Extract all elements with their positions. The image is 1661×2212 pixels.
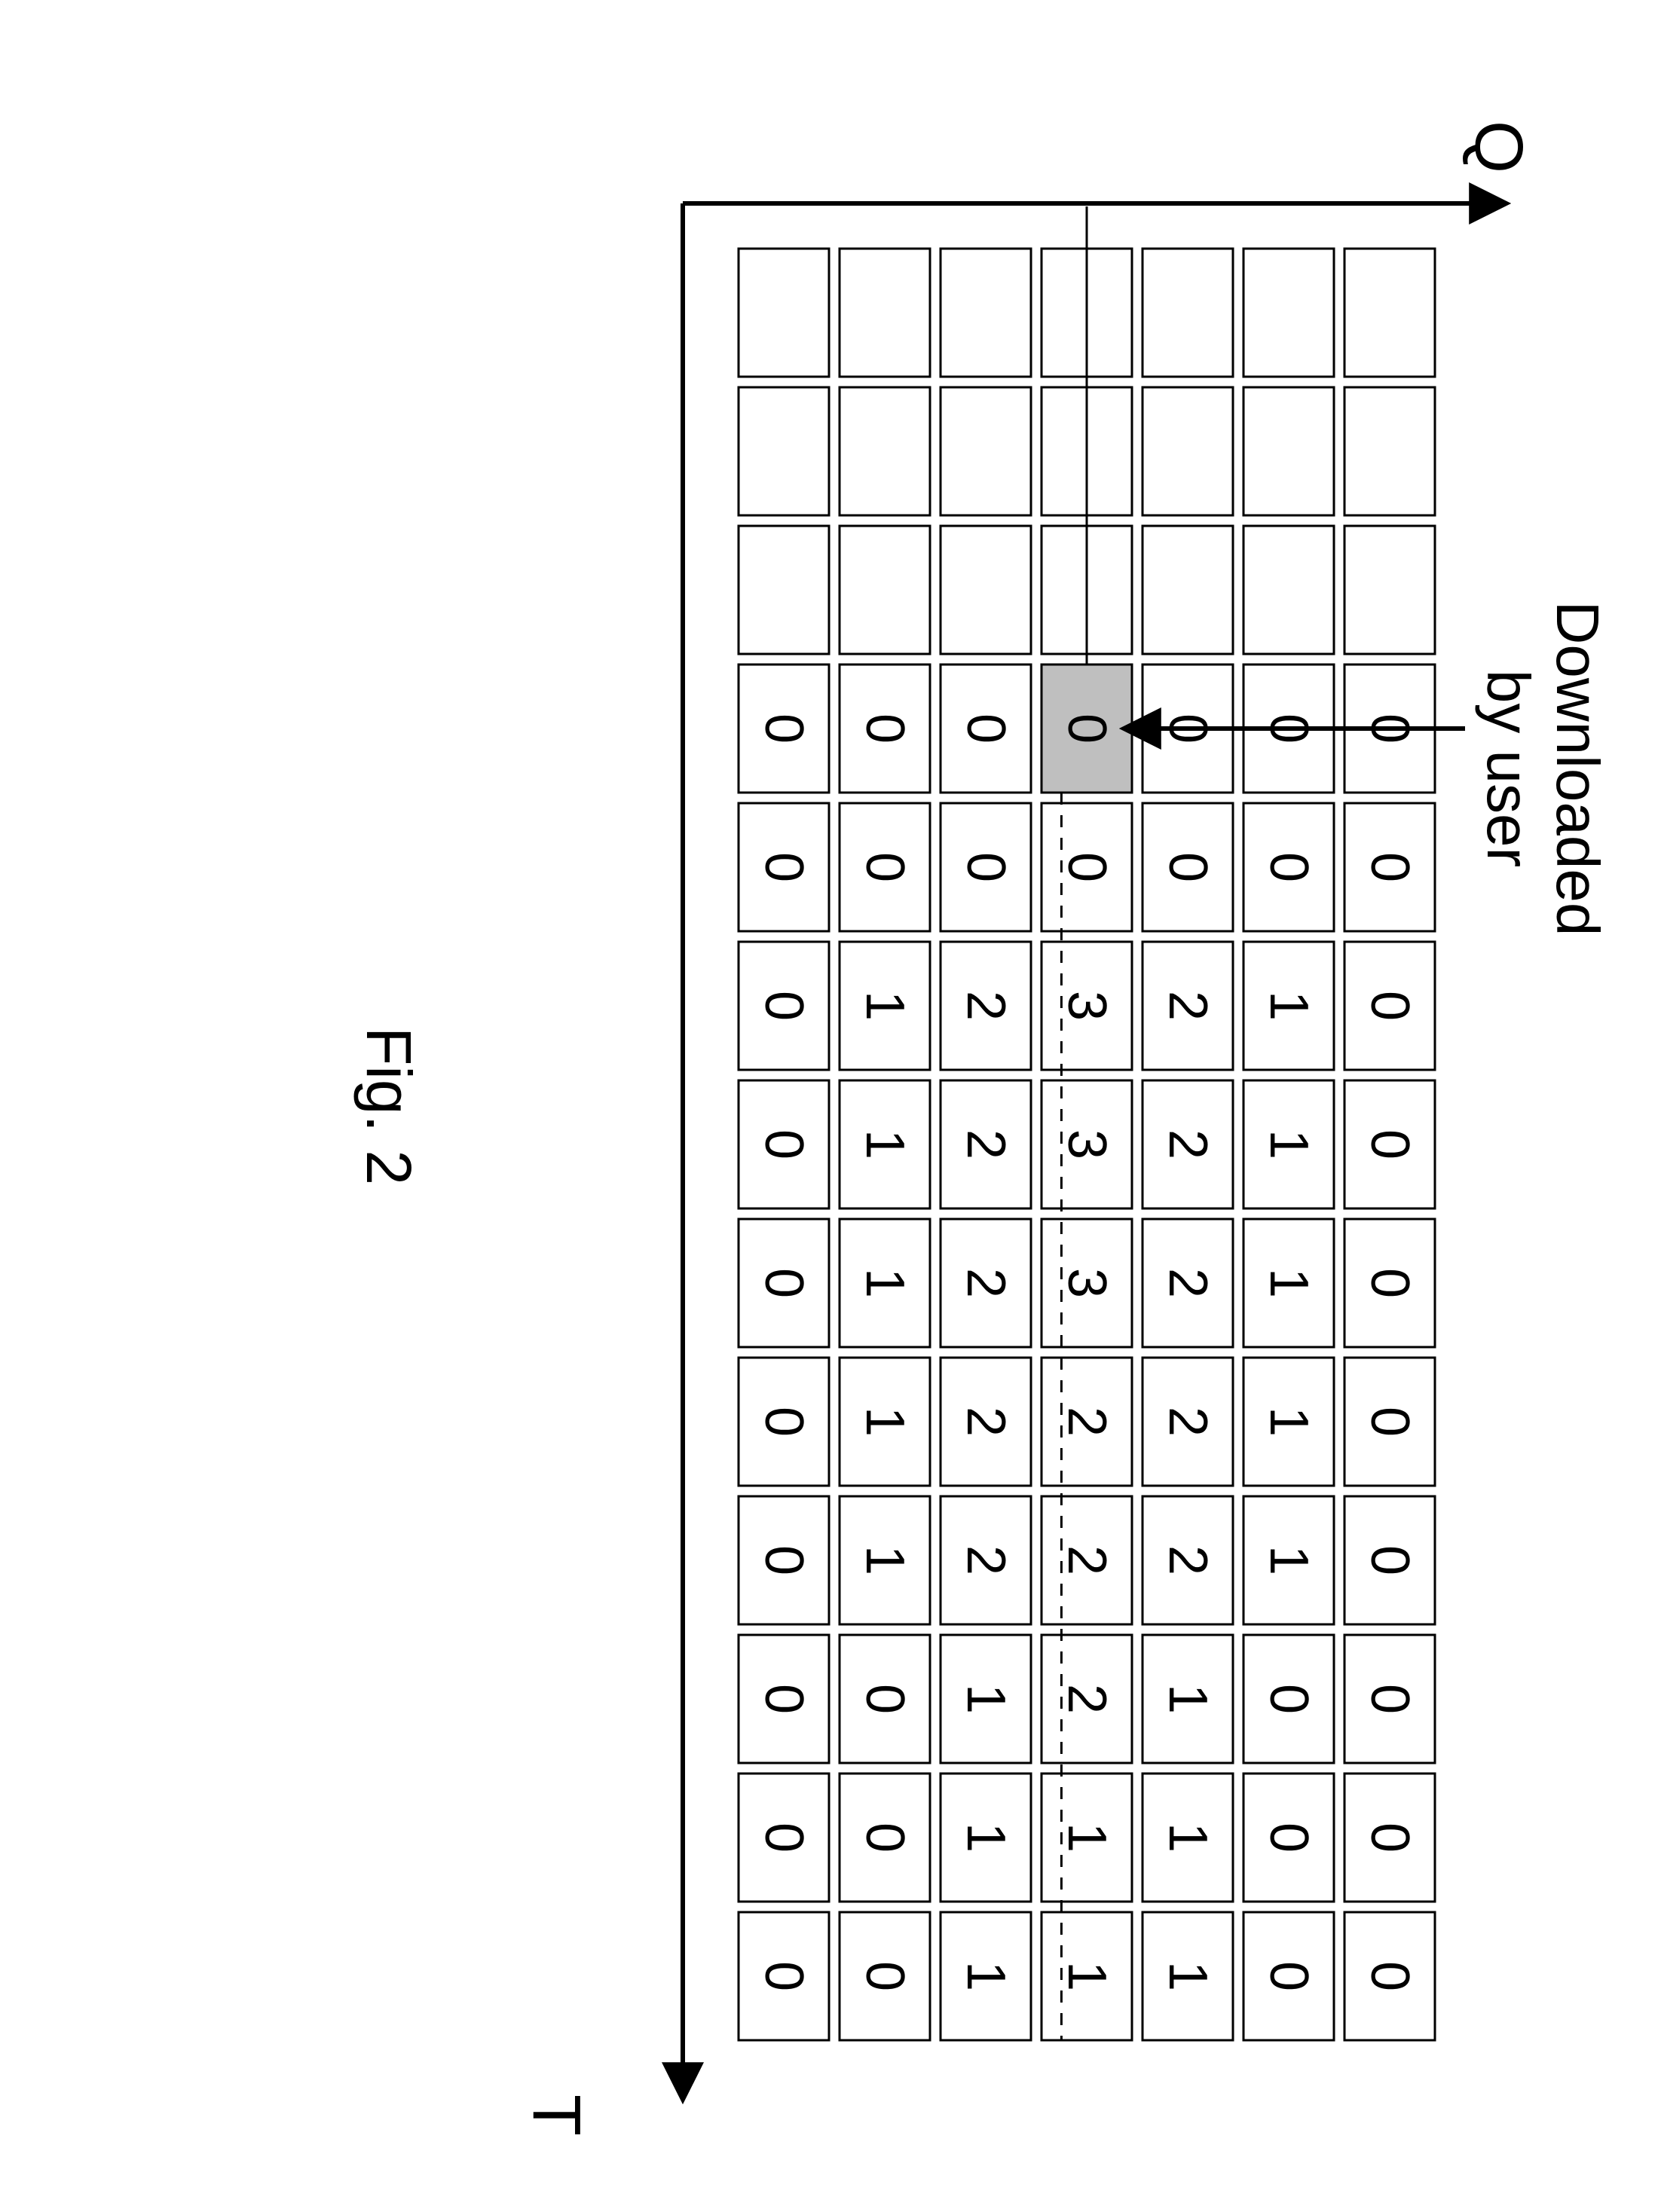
svg-text:2: 2 <box>956 1129 1016 1159</box>
svg-text:0: 0 <box>1057 852 1117 882</box>
diagram: 0 0 0 0 0 0 0 0 0 0 0 0 1 1 1 1 1 0 0 0 0 0 2 2 2 2 2 1 1 1 0 0 3 3 3 2 2 2 1 1… <box>0 0 1661 2212</box>
svg-text:0: 0 <box>754 1129 814 1159</box>
svg-text:1: 1 <box>1158 1684 1218 1714</box>
svg-text:0: 0 <box>855 1822 915 1853</box>
svg-text:1: 1 <box>956 1684 1016 1714</box>
svg-text:1: 1 <box>1259 991 1319 1021</box>
svg-text:2: 2 <box>956 991 1016 1021</box>
svg-text:1: 1 <box>855 991 915 1021</box>
svg-text:2: 2 <box>1158 1407 1218 1437</box>
svg-text:0: 0 <box>754 1822 814 1853</box>
svg-text:0: 0 <box>855 713 915 744</box>
svg-text:0: 0 <box>1158 852 1218 882</box>
svg-text:3: 3 <box>1057 1129 1117 1159</box>
svg-text:0: 0 <box>1360 1684 1420 1714</box>
svg-text:0: 0 <box>754 1407 814 1437</box>
svg-text:0: 0 <box>754 1545 814 1575</box>
svg-text:0: 0 <box>754 1268 814 1298</box>
svg-text:0: 0 <box>1259 1822 1319 1853</box>
svg-text:1: 1 <box>956 1822 1016 1853</box>
svg-text:1: 1 <box>855 1129 915 1159</box>
svg-text:2: 2 <box>1158 1129 1218 1159</box>
svg-text:0: 0 <box>956 713 1016 744</box>
svg-text:1: 1 <box>855 1545 915 1575</box>
svg-text:0: 0 <box>1259 852 1319 882</box>
svg-text:1: 1 <box>1259 1545 1319 1575</box>
svg-text:0: 0 <box>1360 991 1420 1021</box>
svg-text:0: 0 <box>754 991 814 1021</box>
svg-text:2: 2 <box>1057 1545 1117 1575</box>
svg-text:0: 0 <box>855 1961 915 1991</box>
svg-text:0: 0 <box>1259 1961 1319 1991</box>
svg-text:2: 2 <box>1158 991 1218 1021</box>
svg-text:0: 0 <box>1360 1129 1420 1159</box>
svg-text:2: 2 <box>1057 1684 1117 1714</box>
svg-text:2: 2 <box>956 1407 1016 1437</box>
svg-text:0: 0 <box>754 1684 814 1714</box>
svg-text:0: 0 <box>956 852 1016 882</box>
figure-caption: Fig. 2 <box>352 0 425 2212</box>
svg-text:2: 2 <box>1057 1407 1117 1437</box>
svg-text:0: 0 <box>754 1961 814 1991</box>
svg-text:2: 2 <box>1158 1545 1218 1575</box>
svg-text:1: 1 <box>1158 1961 1218 1991</box>
svg-text:3: 3 <box>1057 991 1117 1021</box>
svg-text:1: 1 <box>1259 1268 1319 1298</box>
svg-text:0: 0 <box>1360 1961 1420 1991</box>
svg-text:0: 0 <box>1259 1684 1319 1714</box>
svg-text:1: 1 <box>1259 1407 1319 1437</box>
svg-text:1: 1 <box>1259 1129 1319 1159</box>
svg-text:0: 0 <box>1360 1822 1420 1853</box>
svg-text:0: 0 <box>754 713 814 744</box>
svg-text:1: 1 <box>855 1407 915 1437</box>
svg-text:0: 0 <box>1360 1407 1420 1437</box>
svg-text:0: 0 <box>1360 1268 1420 1298</box>
svg-text:1: 1 <box>956 1961 1016 1991</box>
svg-text:1: 1 <box>1057 1822 1117 1853</box>
svg-text:3: 3 <box>1057 1268 1117 1298</box>
svg-text:1: 1 <box>1057 1961 1117 1991</box>
svg-text:2: 2 <box>1158 1268 1218 1298</box>
svg-text:0: 0 <box>1360 852 1420 882</box>
svg-text:0: 0 <box>1360 1545 1420 1575</box>
svg-text:0: 0 <box>1057 713 1117 744</box>
svg-text:2: 2 <box>956 1268 1016 1298</box>
svg-text:0: 0 <box>855 852 915 882</box>
svg-text:1: 1 <box>855 1268 915 1298</box>
svg-text:2: 2 <box>956 1545 1016 1575</box>
svg-text:0: 0 <box>855 1684 915 1714</box>
svg-text:0: 0 <box>754 852 814 882</box>
svg-text:1: 1 <box>1158 1822 1218 1853</box>
